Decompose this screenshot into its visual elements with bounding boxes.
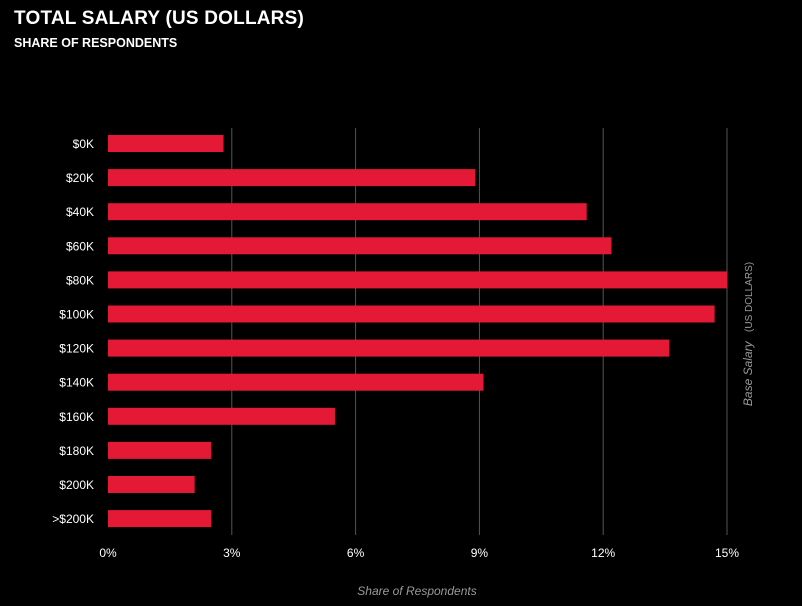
bar [108,237,612,255]
bar [108,339,670,357]
y2-axis-label-main: Base Salary [741,340,755,406]
bar [108,169,476,187]
x-tick-label: 6% [347,546,365,560]
bars [108,135,727,528]
bar [108,135,224,152]
chart-title: TOTAL SALARY (US DOLLARS) [14,8,304,29]
category-label: >$200K [52,512,94,526]
chart-subtitle: SHARE OF RESPONDENTS [14,36,178,50]
x-tick-label: 9% [471,546,489,560]
bar [108,373,484,391]
x-axis-label: Share of Respondents [357,584,476,598]
category-label: $80K [66,273,94,287]
category-label: $100K [59,308,94,322]
x-tick-label: 15% [715,546,739,560]
category-label: $180K [59,444,94,458]
category-label: $140K [59,376,94,390]
bar [108,271,727,289]
y2-axis-label-unit: (US DOLLARS) [744,262,755,332]
category-label: $20K [66,171,94,185]
bar [108,510,212,528]
x-tick-labels: 0% 3% 6% 9% 12% 15% [99,546,739,560]
category-labels: $0K $20K $40K $60K $80K $100K $120K $140K $160K $… [52,137,94,526]
category-label: $40K [66,205,94,219]
bar [108,203,587,221]
category-label: $120K [59,342,94,356]
category-label: $60K [66,239,94,253]
category-label: $0K [73,137,94,151]
x-tick-label: 12% [591,546,615,560]
y2-axis-label: Base Salary (US DOLLARS) [739,262,756,406]
bar [108,476,195,493]
bar [108,441,212,459]
x-tick-label: 3% [223,546,241,560]
bar [108,407,335,425]
bar [108,305,715,323]
x-tick-label: 0% [99,546,117,560]
category-label: $200K [59,478,94,492]
grid-lines [231,128,728,535]
category-label: $160K [59,410,94,424]
